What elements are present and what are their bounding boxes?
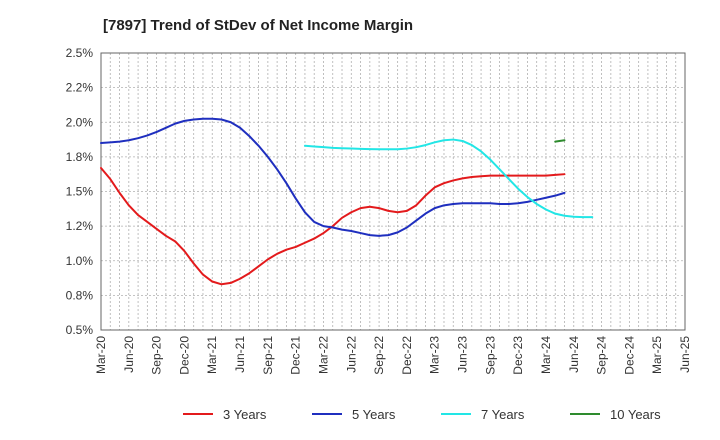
plot-frame: [100, 52, 686, 331]
series-line-3-years: [100, 166, 566, 286]
grid: [101, 53, 685, 330]
legend: 3 Years 5 Years 7 Years 10 Years: [183, 407, 661, 422]
x-tick-label: Jun-21: [233, 336, 247, 373]
x-tick-label: Sep-22: [372, 336, 386, 375]
x-tick-label: Jun-20: [122, 336, 136, 373]
x-tick-label: Sep-24: [595, 336, 609, 375]
y-tick-label: 2.5%: [66, 46, 94, 60]
x-tick-label: Dec-22: [400, 336, 414, 375]
legend-label-7-years: 7 Years: [481, 407, 525, 422]
y-tick-label: 0.8%: [66, 288, 94, 302]
y-tick-label: 1.2%: [66, 219, 94, 233]
x-tick-label: Jun-22: [344, 336, 358, 373]
x-tick-label: Mar-24: [539, 336, 553, 374]
y-tick-label: 0.5%: [66, 323, 94, 337]
x-tick-label: Sep-20: [150, 336, 164, 375]
x-tick-label: Jun-23: [456, 336, 470, 373]
x-tick-label: Mar-21: [205, 336, 219, 374]
x-tick-label: Mar-20: [94, 336, 108, 374]
series-line-5-years: [100, 117, 566, 237]
y-tick-label: 2.2%: [66, 81, 94, 95]
series-lines: [100, 117, 594, 286]
series-line-7-years: [303, 138, 594, 219]
legend-label-3-years: 3 Years: [223, 407, 267, 422]
chart-title: [7897] Trend of StDev of Net Income Marg…: [103, 17, 413, 34]
x-tick-label: Dec-24: [622, 336, 636, 375]
x-tick-label: Jun-24: [567, 336, 581, 373]
x-tick-label: Mar-22: [316, 336, 330, 374]
legend-label-5-years: 5 Years: [352, 407, 396, 422]
x-tick-label: Sep-21: [261, 336, 275, 375]
x-axis: Mar-20 Jun-20 Sep-20 Dec-20 Mar-21 Jun-21 Sep-…: [94, 336, 692, 375]
x-tick-label: Sep-23: [483, 336, 497, 375]
y-tick-label: 1.8%: [66, 150, 94, 164]
y-tick-label: 1.5%: [66, 185, 94, 199]
y-axis: 0.5% 0.8% 1.0% 1.2% 1.5% 1.8% 2.0% 2.2% 2.5%: [66, 46, 94, 337]
x-tick-label: Dec-21: [289, 336, 303, 375]
series-line-10-years: [554, 139, 566, 143]
legend-label-10-years: 10 Years: [610, 407, 661, 422]
x-tick-label: Dec-20: [177, 336, 191, 375]
x-tick-label: Jun-25: [678, 336, 692, 373]
x-tick-label: Mar-23: [428, 336, 442, 374]
x-tick-label: Dec-23: [511, 336, 525, 375]
x-tick-label: Mar-25: [650, 336, 664, 374]
y-tick-label: 2.0%: [66, 115, 94, 129]
y-tick-label: 1.0%: [66, 254, 94, 268]
